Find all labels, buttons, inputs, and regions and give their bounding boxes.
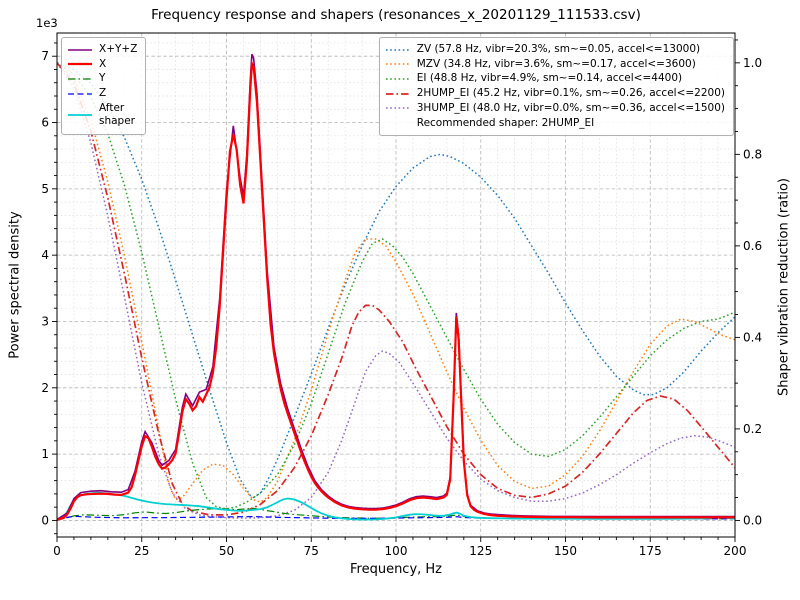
x-tick-label: 200 bbox=[724, 544, 747, 558]
3hump_ei-line-sample-icon bbox=[385, 107, 410, 110]
after-line-sample-icon bbox=[68, 114, 92, 117]
left-y-tick-label: 4 bbox=[41, 248, 49, 262]
legend-label: MZV (34.8 Hz, vibr=3.6%, sm~=0.17, accel… bbox=[416, 57, 696, 70]
legend-label: X bbox=[99, 57, 107, 70]
legend-label: Z bbox=[99, 86, 107, 99]
legend-item-y: Y bbox=[67, 72, 137, 86]
series-3hump_ei-line bbox=[56, 62, 736, 519]
legend-item-sum: X+Y+Z bbox=[67, 43, 137, 57]
ei-line-sample-icon bbox=[385, 78, 410, 80]
x-tick-label: 50 bbox=[219, 544, 234, 558]
legend-label: ZV (57.8 Hz, vibr=20.3%, sm~=0.05, accel… bbox=[416, 43, 701, 55]
x-axis-label: Frequency, Hz bbox=[349, 562, 443, 577]
x-tick-label: 100 bbox=[385, 544, 408, 558]
z-line-sample-icon bbox=[68, 93, 92, 95]
series-after-line bbox=[56, 491, 736, 521]
mzv-line-sample-icon bbox=[385, 63, 410, 66]
series-ei-line bbox=[56, 62, 736, 510]
legend-item-zv: ZV (57.8 Hz, vibr=20.3%, sm~=0.05, accel… bbox=[385, 43, 725, 57]
left-y-tick-label: 1 bbox=[41, 447, 49, 461]
left-y-tick-label: 2 bbox=[41, 381, 49, 395]
y-line-sample-icon bbox=[68, 78, 92, 80]
left-y-tick-label: 7 bbox=[41, 49, 49, 63]
left-axis-offset-text: 1e3 bbox=[36, 16, 58, 30]
zv-line-sample-icon bbox=[385, 49, 410, 51]
x-tick-label: 25 bbox=[134, 544, 149, 558]
left-y-tick-label: 0 bbox=[41, 513, 49, 527]
x-tick-label: 75 bbox=[304, 544, 319, 558]
legend-label: Y bbox=[99, 72, 106, 85]
left-y-tick-label: 5 bbox=[41, 182, 49, 196]
legend-label: EI (48.8 Hz, vibr=4.9%, sm~=0.14, accel<… bbox=[416, 72, 683, 85]
right-y-tick-label: 0.4 bbox=[743, 330, 762, 344]
legend-item-2hump_ei: 2HUMP_EI (45.2 Hz, vibr=0.1%, sm~=0.26, … bbox=[385, 87, 725, 101]
legend-item-mzv: MZV (34.8 Hz, vibr=3.6%, sm~=0.17, accel… bbox=[385, 58, 725, 72]
left-y-tick-label: 6 bbox=[41, 116, 49, 130]
x-tick-label: 175 bbox=[639, 544, 662, 558]
legend-item-x: X bbox=[67, 58, 137, 72]
legend-item-after: After shaper bbox=[67, 102, 137, 129]
series-x-line bbox=[56, 59, 735, 521]
legend-item-z: Z bbox=[67, 87, 137, 101]
legend-psd: X+Y+Z X Y Z After shaper bbox=[61, 37, 147, 135]
legend-item-3hump_ei: 3HUMP_EI (48.0 Hz, vibr=0.0%, sm~=0.36, … bbox=[385, 102, 725, 116]
series-2hump_ei-line bbox=[56, 62, 736, 516]
right-y-tick-label: 0.8 bbox=[743, 147, 762, 161]
right-y-tick-label: 1.0 bbox=[743, 56, 762, 70]
legend-label: After shaper bbox=[99, 101, 136, 128]
left-y-tick-label: 3 bbox=[41, 314, 49, 328]
legend-shapers: ZV (57.8 Hz, vibr=20.3%, sm~=0.05, accel… bbox=[378, 37, 734, 136]
axis-ticks bbox=[52, 39, 740, 542]
legend-label: 2HUMP_EI (45.2 Hz, vibr=0.1%, sm~=0.26, … bbox=[416, 86, 725, 99]
right-y-axis-label: Shaper vibration reduction (ratio) bbox=[776, 178, 792, 396]
x-tick-label: 125 bbox=[469, 544, 492, 558]
legend-label: 3HUMP_EI (48.0 Hz, vibr=0.0%, sm~=0.36, … bbox=[416, 101, 725, 114]
x-tick-label: 150 bbox=[554, 544, 577, 558]
sum-line-sample-icon bbox=[68, 49, 92, 51]
right-y-tick-label: 0.6 bbox=[743, 239, 762, 253]
x-line-sample-icon bbox=[68, 63, 92, 66]
left-y-axis-label: Power spectral density bbox=[7, 211, 23, 359]
right-y-tick-label: 0.0 bbox=[743, 513, 762, 527]
series-mzv-line bbox=[56, 62, 736, 503]
legend-label: X+Y+Z bbox=[99, 43, 138, 55]
chart-title: Frequency response and shapers (resonanc… bbox=[151, 7, 641, 23]
legend-footer-recommended: Recommended shaper: 2HUMP_EI bbox=[416, 117, 595, 130]
tick-labels: 0 25 50 75 100 125 150 175 200 0 1 2 3 4 5 6 7 0.0 0.2 0.4 0… bbox=[36, 16, 762, 558]
legend-item-ei: EI (48.8 Hz, vibr=4.9%, sm~=0.14, accel<… bbox=[385, 72, 725, 86]
right-y-tick-label: 0.2 bbox=[743, 422, 762, 436]
2hump_ei-line-sample-icon bbox=[385, 92, 410, 95]
x-tick-label: 0 bbox=[53, 544, 61, 558]
